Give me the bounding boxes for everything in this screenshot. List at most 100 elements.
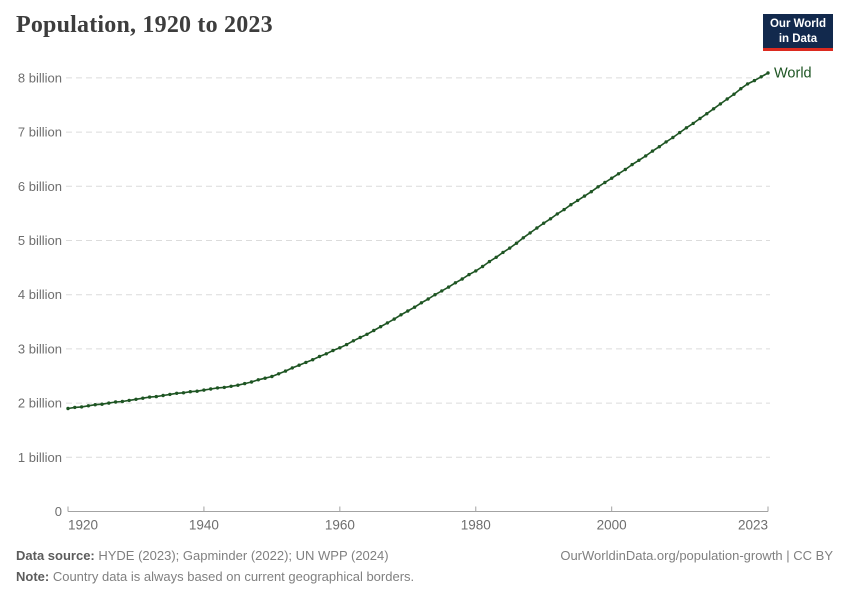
data-point-marker[interactable] (569, 203, 573, 207)
data-point-marker[interactable] (127, 398, 131, 403)
data-point-marker[interactable] (120, 399, 125, 404)
data-point-marker[interactable] (175, 391, 179, 395)
data-point-marker[interactable] (678, 130, 682, 135)
data-point-marker[interactable] (222, 385, 226, 390)
data-point-marker[interactable] (134, 397, 138, 401)
data-point-marker[interactable] (644, 154, 648, 158)
data-point-marker[interactable] (181, 391, 186, 395)
data-point-marker[interactable] (209, 387, 213, 391)
data-point-marker[interactable] (277, 372, 281, 376)
data-point-marker[interactable] (759, 75, 763, 79)
data-point-marker[interactable] (501, 250, 505, 255)
data-point-marker[interactable] (684, 126, 689, 130)
data-point-marker[interactable] (467, 272, 471, 277)
data-point-marker[interactable] (195, 389, 199, 393)
data-point-marker[interactable] (610, 176, 614, 180)
data-point-marker[interactable] (752, 78, 757, 83)
data-point-marker[interactable] (392, 317, 396, 321)
data-point-marker[interactable] (270, 374, 274, 379)
data-point-marker[interactable] (311, 358, 315, 362)
data-point-marker[interactable] (317, 354, 322, 359)
data-point-marker[interactable] (100, 402, 104, 406)
data-point-marker[interactable] (433, 293, 437, 297)
data-point-marker[interactable] (474, 269, 478, 273)
data-point-marker[interactable] (576, 198, 580, 203)
data-point-marker[interactable] (161, 393, 165, 398)
data-point-marker[interactable] (562, 207, 566, 212)
data-point-marker[interactable] (446, 285, 451, 289)
data-point-marker[interactable] (508, 246, 512, 250)
data-point-marker[interactable] (107, 401, 111, 405)
data-point-marker[interactable] (650, 149, 655, 153)
data-point-marker[interactable] (73, 405, 77, 410)
data-point-marker[interactable] (732, 92, 736, 96)
data-point-marker[interactable] (249, 380, 254, 384)
data-point-marker[interactable] (637, 158, 641, 162)
data-point-marker[interactable] (154, 394, 158, 399)
data-point-marker[interactable] (378, 325, 383, 329)
data-point-marker[interactable] (229, 384, 233, 388)
data-point-marker[interactable] (297, 363, 301, 367)
data-point-marker[interactable] (671, 135, 675, 140)
data-point-marker[interactable] (589, 190, 593, 194)
data-point-marker[interactable] (331, 348, 335, 353)
data-point-marker[interactable] (616, 172, 621, 176)
data-point-marker[interactable] (412, 305, 417, 309)
data-point-marker[interactable] (480, 264, 485, 269)
data-point-marker[interactable] (168, 392, 172, 397)
data-point-marker[interactable] (739, 87, 743, 91)
series-end-label-world[interactable]: World (774, 66, 812, 82)
data-point-marker[interactable] (514, 241, 519, 245)
data-point-marker[interactable] (385, 321, 390, 325)
data-point-marker[interactable] (548, 217, 553, 221)
data-point-marker[interactable] (528, 231, 532, 235)
data-point-marker[interactable] (603, 180, 607, 185)
data-point-marker[interactable] (256, 378, 260, 382)
data-point-marker[interactable] (202, 388, 206, 392)
data-point-marker[interactable] (460, 277, 464, 281)
data-point-marker[interactable] (344, 342, 349, 347)
data-point-marker[interactable] (542, 221, 546, 225)
data-point-marker[interactable] (664, 140, 668, 144)
data-point-marker[interactable] (86, 404, 91, 408)
data-point-marker[interactable] (582, 194, 587, 198)
data-point-marker[interactable] (365, 332, 369, 336)
data-point-marker[interactable] (79, 405, 84, 409)
data-point-marker[interactable] (657, 145, 661, 149)
data-point-marker[interactable] (705, 112, 709, 116)
data-point-marker[interactable] (113, 400, 118, 404)
data-point-marker[interactable] (711, 107, 716, 111)
data-point-marker[interactable] (243, 381, 247, 386)
data-point-marker[interactable] (93, 403, 97, 407)
data-point-marker[interactable] (236, 383, 240, 387)
data-point-marker[interactable] (535, 226, 539, 230)
data-point-marker[interactable] (141, 396, 145, 400)
data-point-marker[interactable] (338, 346, 342, 350)
data-point-marker[interactable] (324, 352, 328, 356)
data-point-marker[interactable] (487, 259, 492, 264)
data-point-marker[interactable] (215, 386, 220, 390)
data-point-marker[interactable] (304, 360, 308, 365)
data-point-marker[interactable] (718, 102, 723, 106)
data-point-marker[interactable] (596, 185, 600, 189)
data-point-marker[interactable] (745, 82, 750, 86)
data-point-marker[interactable] (725, 97, 729, 101)
data-point-marker[interactable] (283, 369, 288, 373)
data-point-marker[interactable] (263, 376, 267, 380)
data-point-marker[interactable] (147, 395, 152, 399)
data-point-marker[interactable] (691, 121, 695, 126)
data-point-marker[interactable] (453, 281, 458, 285)
data-point-marker[interactable] (630, 162, 634, 167)
data-point-marker[interactable] (440, 289, 444, 293)
data-point-marker[interactable] (399, 313, 403, 317)
data-point-marker[interactable] (351, 339, 356, 343)
data-point-marker[interactable] (358, 335, 362, 340)
data-point-marker[interactable] (766, 71, 770, 75)
data-point-marker[interactable] (698, 116, 702, 121)
data-point-marker[interactable] (290, 366, 294, 370)
data-point-marker[interactable] (555, 212, 559, 216)
data-point-marker[interactable] (406, 309, 410, 313)
data-point-marker[interactable] (623, 167, 627, 172)
data-point-marker[interactable] (66, 406, 70, 411)
